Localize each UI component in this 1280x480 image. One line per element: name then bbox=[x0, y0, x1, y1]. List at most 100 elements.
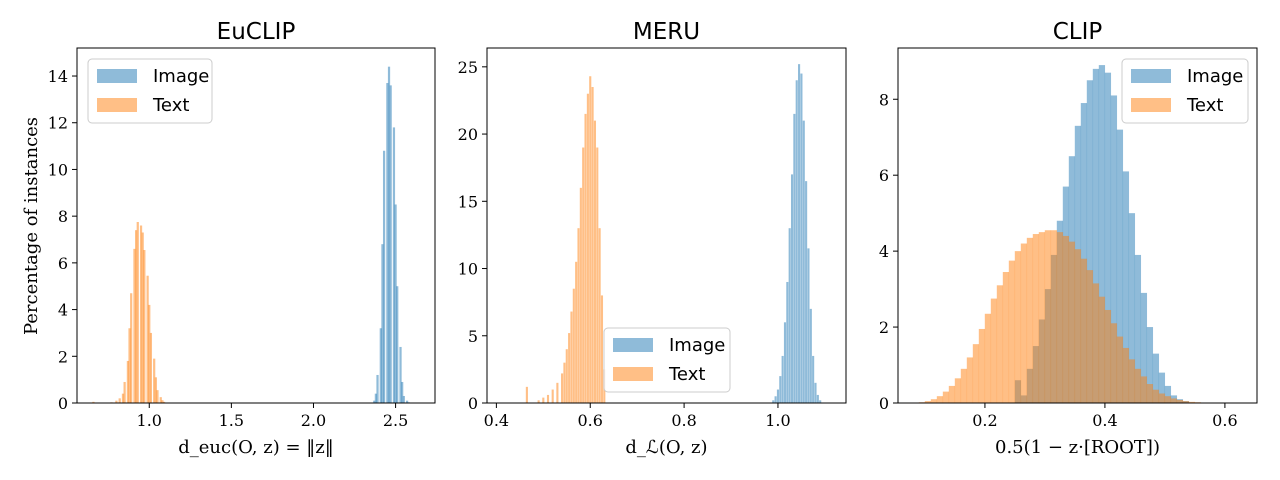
legend-label-text: Text bbox=[1186, 95, 1223, 116]
histogram-bar bbox=[793, 113, 796, 403]
y-tick-label: 25 bbox=[458, 58, 478, 77]
histogram-bar bbox=[800, 73, 803, 404]
chart-1: 0.4 0.6 0.8 1.0 0 5 10 15 20 25 MERU d_ℒ(O, z) Image… bbox=[458, 19, 847, 458]
chart-title: EuCLIP bbox=[217, 19, 296, 45]
histogram-bar bbox=[1164, 385, 1172, 403]
x-axis-label: d_ℒ(O, z) bbox=[625, 437, 707, 458]
legend-label-image: Image bbox=[1187, 66, 1243, 87]
histogram-bar bbox=[812, 355, 815, 403]
histogram-bar bbox=[92, 401, 95, 403]
legend: Image Text bbox=[87, 58, 213, 124]
histogram-bar bbox=[807, 248, 810, 403]
histogram-bar bbox=[1104, 309, 1112, 403]
histogram-bar bbox=[776, 389, 780, 403]
legend: Image Text bbox=[1121, 58, 1249, 124]
histogram-bar bbox=[779, 376, 782, 403]
histogram-bar bbox=[146, 275, 149, 403]
legend-label-text: Text bbox=[152, 95, 189, 116]
histogram-bar bbox=[972, 344, 980, 403]
histogram-bar bbox=[394, 204, 397, 403]
histogram-bar bbox=[1068, 241, 1076, 403]
histogram-bar bbox=[382, 150, 386, 403]
y-tick-label: 0 bbox=[879, 394, 889, 413]
histogram-bar bbox=[1122, 171, 1130, 403]
histogram-bar bbox=[783, 322, 787, 403]
histogram-bar bbox=[1050, 230, 1058, 403]
x-tick-label: 1.5 bbox=[219, 411, 244, 430]
histogram-bar bbox=[374, 393, 377, 403]
x-axis-label: 0.5(1 − z·[ROOT]) bbox=[995, 437, 1160, 458]
legend: Image Text bbox=[603, 327, 731, 393]
histogram-bar bbox=[1140, 292, 1148, 403]
histogram-bar bbox=[141, 232, 144, 403]
histogram-bar bbox=[1002, 272, 1010, 403]
histogram-bar bbox=[589, 76, 592, 404]
histogram-bar bbox=[942, 391, 950, 403]
histogram-bar bbox=[1110, 95, 1118, 404]
histogram-bar bbox=[1116, 336, 1124, 403]
histogram-bar bbox=[575, 261, 578, 403]
histogram-bar bbox=[525, 386, 528, 403]
histogram-bar bbox=[143, 250, 146, 403]
histogram-bar bbox=[1038, 232, 1046, 403]
histogram-bar bbox=[591, 87, 594, 403]
histogram-bar bbox=[405, 400, 409, 403]
histogram-bar bbox=[1026, 237, 1034, 403]
histogram-bar bbox=[1032, 234, 1040, 403]
histogram-bar bbox=[139, 225, 143, 403]
histogram-bar bbox=[772, 400, 775, 403]
histogram-bar bbox=[1158, 393, 1166, 403]
histogram-bar bbox=[570, 311, 573, 403]
x-axis-label: d_euc(O, z) = ‖z‖ bbox=[178, 437, 334, 458]
histogram-bar bbox=[1062, 235, 1070, 403]
legend-swatch-image bbox=[613, 338, 653, 352]
y-tick-label: 0 bbox=[58, 394, 68, 413]
series-text bbox=[92, 222, 169, 404]
chart-title: CLIP bbox=[1053, 19, 1103, 45]
y-axis-label: Percentage of instances bbox=[21, 117, 42, 335]
histogram-bar bbox=[1086, 80, 1094, 404]
histogram-bar bbox=[118, 398, 121, 403]
x-tick-label: 0.4 bbox=[1092, 411, 1117, 430]
histogram-bar bbox=[542, 397, 545, 403]
histogram-bar bbox=[1092, 68, 1100, 403]
histogram-bar bbox=[781, 355, 784, 403]
histogram-bar bbox=[1122, 347, 1130, 403]
histogram-bar bbox=[1104, 72, 1112, 404]
x-tick-label: 1.0 bbox=[137, 411, 162, 430]
histogram-bar bbox=[1146, 384, 1154, 403]
histogram-bar bbox=[392, 127, 396, 403]
histogram-bar bbox=[123, 381, 126, 403]
histogram-bar bbox=[1014, 251, 1022, 403]
histogram-bar bbox=[551, 389, 554, 403]
histogram-bar bbox=[1182, 401, 1190, 403]
histogram-bar bbox=[1170, 398, 1178, 403]
histogram-bar bbox=[1158, 372, 1166, 403]
histogram-bar bbox=[162, 401, 166, 403]
histogram-bar bbox=[159, 397, 162, 403]
legend-swatch-text bbox=[97, 98, 137, 112]
histogram-bar bbox=[1086, 270, 1094, 403]
histogram-bar bbox=[786, 281, 789, 403]
histogram-bar bbox=[563, 362, 566, 403]
histogram-bar bbox=[121, 393, 125, 403]
histogram-bar bbox=[960, 368, 968, 403]
histogram-bar bbox=[401, 381, 404, 403]
legend-swatch-image bbox=[97, 69, 137, 83]
histogram-bar bbox=[1188, 401, 1196, 403]
plot-frame bbox=[486, 47, 847, 404]
histogram-bar bbox=[1092, 283, 1100, 403]
plot-frame bbox=[76, 47, 436, 404]
histogram-bar bbox=[546, 394, 550, 403]
y-tick-label: 4 bbox=[879, 242, 889, 261]
histogram-bar bbox=[381, 244, 384, 403]
histogram-bar bbox=[1044, 230, 1052, 403]
series-text bbox=[525, 76, 606, 404]
histogram-bar bbox=[1146, 327, 1154, 403]
histogram-bar bbox=[161, 400, 164, 403]
histogram-bar bbox=[136, 222, 139, 403]
histogram-bar bbox=[598, 228, 601, 403]
histogram-bar bbox=[586, 93, 589, 403]
histogram-bar bbox=[115, 400, 118, 403]
